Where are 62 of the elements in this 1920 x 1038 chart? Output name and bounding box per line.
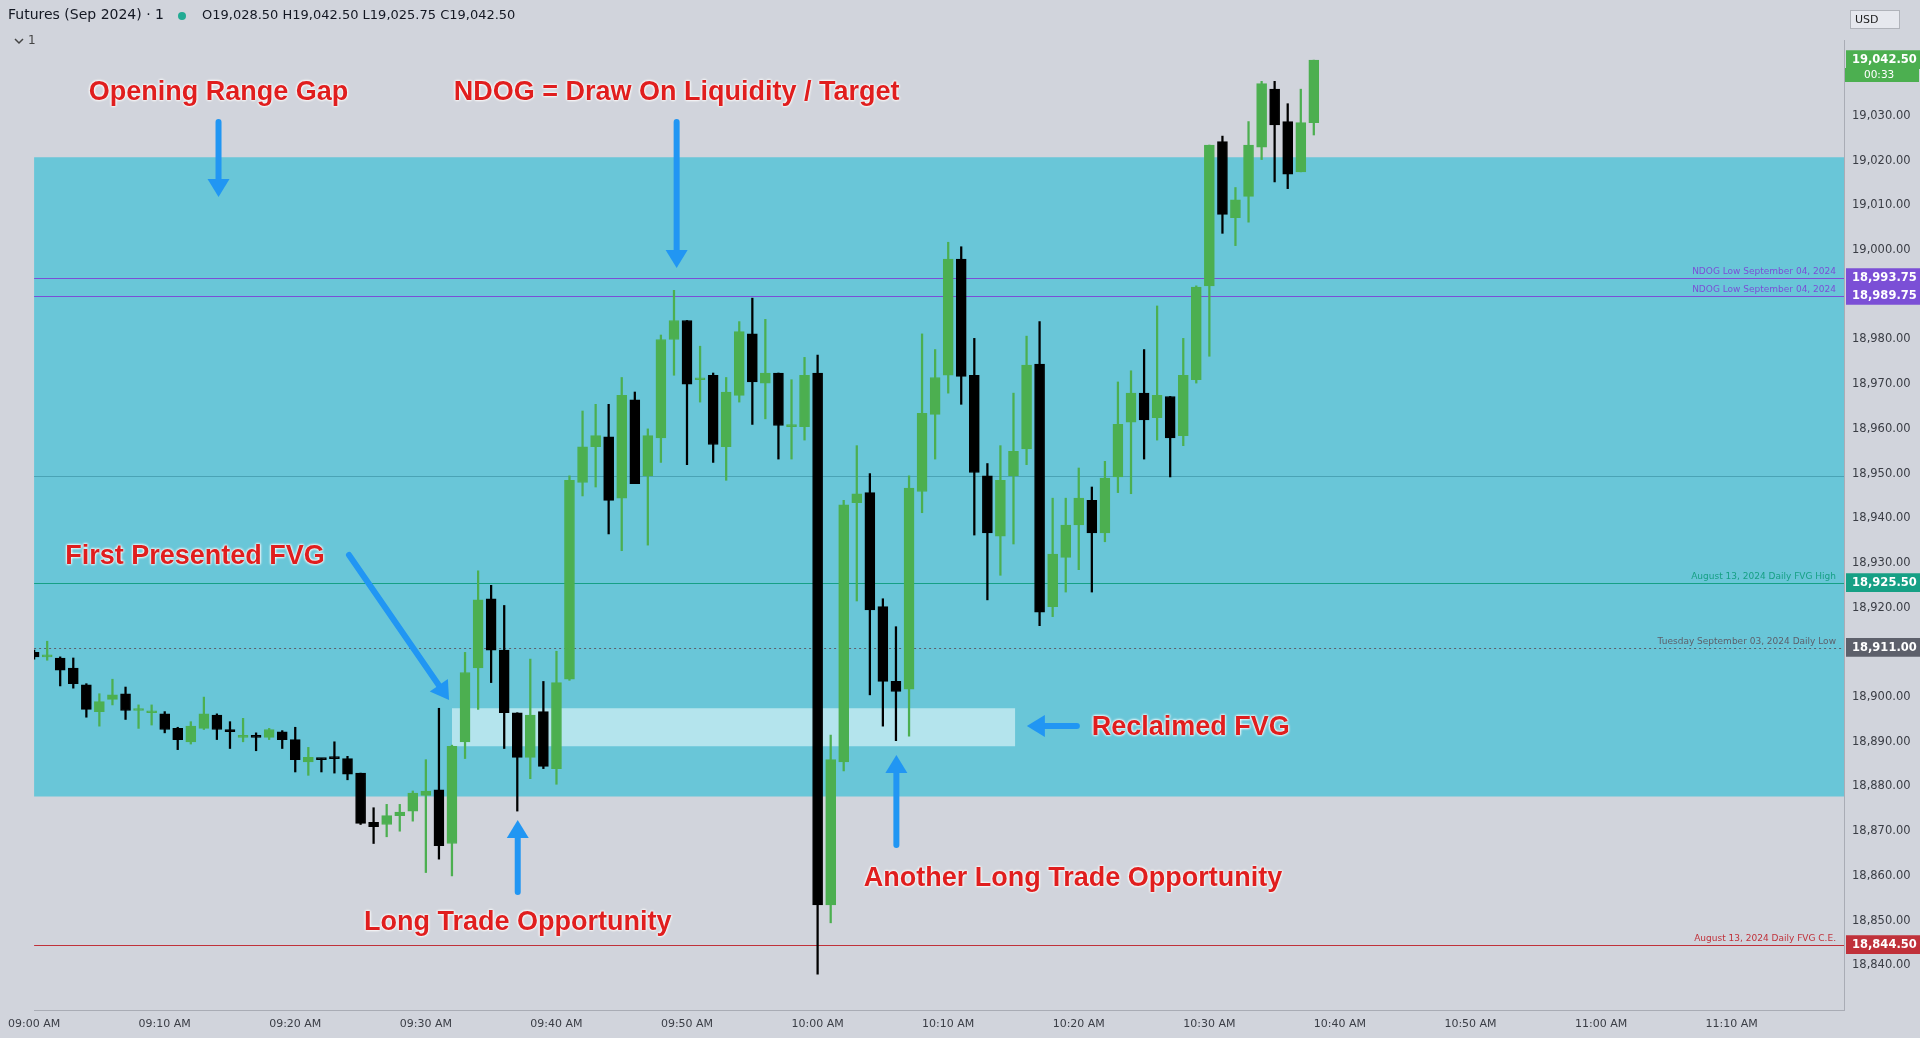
ref-line-label: NDOG Low September 04, 2024 xyxy=(1692,284,1837,295)
annotation: 1 xyxy=(28,33,36,47)
candlestick xyxy=(1230,187,1241,246)
y-tick-label: 18,920.00 xyxy=(1852,599,1911,614)
annotation: Long Trade Opportunity xyxy=(363,905,672,937)
x-tick-label: 09:10 AM xyxy=(138,1017,191,1031)
x-tick-label: 10:20 AM xyxy=(1052,1017,1105,1031)
x-tick-label: 10:30 AM xyxy=(1183,1017,1236,1031)
ref-line-label: August 13, 2024 Daily FVG C.E. xyxy=(1694,933,1836,944)
y-tick-label: 18,980.00 xyxy=(1852,331,1911,346)
y-tick-label: 18,940.00 xyxy=(1852,510,1911,525)
x-tick-label: 09:50 AM xyxy=(660,1017,714,1031)
y-tick-label: 19,000.00 xyxy=(1852,242,1911,257)
y-tick-label: 18,993.75 xyxy=(1852,270,1917,285)
x-tick-label: 11:00 AM xyxy=(1575,1017,1628,1031)
y-tick-label: 18,989.75 xyxy=(1852,287,1917,302)
x-tick-label: 09:00 AM xyxy=(8,1017,61,1031)
x-tick-label: 10:50 AM xyxy=(1444,1017,1497,1031)
y-tick-label: 19,010.00 xyxy=(1852,197,1911,212)
y-tick-label: 18,860.00 xyxy=(1852,867,1911,882)
annotation: NDOG = Draw On Liquidity / Target xyxy=(453,75,900,107)
candlestick xyxy=(368,807,379,844)
y-tick-label: 18,840.00 xyxy=(1852,957,1911,972)
text: 00:33 xyxy=(1864,68,1895,81)
y-tick-label: 18,970.00 xyxy=(1852,376,1911,391)
x-tick-label: 09:30 AM xyxy=(399,1017,452,1031)
annotation: Opening Range Gap xyxy=(88,75,349,107)
y-tick-label: 18,880.00 xyxy=(1852,778,1911,793)
annotation: Another Long Trade Opportunity xyxy=(863,861,1283,893)
y-tick-label: 18,960.00 xyxy=(1852,420,1911,435)
y-tick-label: 18,950.00 xyxy=(1852,465,1911,480)
candlestick xyxy=(1008,392,1019,545)
candlestick xyxy=(316,757,327,773)
chart-title: Futures (Sep 2024) · 1 xyxy=(8,6,164,22)
x-tick-label: 10:10 AM xyxy=(922,1017,975,1031)
annotation: First Presented FVG xyxy=(65,539,325,571)
y-tick-label: 18,870.00 xyxy=(1852,823,1911,838)
y-tick-label: 18,844.50 xyxy=(1852,937,1917,952)
y-tick-label: 18,930.00 xyxy=(1852,554,1911,569)
x-tick-label: 09:40 AM xyxy=(530,1017,583,1031)
y-tick-label: 18,890.00 xyxy=(1852,733,1911,748)
ref-line-label: NDOG Low September 04, 2024 xyxy=(1692,266,1837,277)
y-tick-label: 18,850.00 xyxy=(1852,912,1911,927)
y-tick-label: 18,900.00 xyxy=(1852,689,1911,704)
candlestick xyxy=(329,741,340,774)
y-tick-label: 19,020.00 xyxy=(1852,152,1911,167)
chart-subtitle: O19,028.50 H19,042.50 L19,025.75 C19,042.50 xyxy=(202,7,516,22)
annotation: Reclaimed FVG xyxy=(1091,710,1290,742)
y-tick-label: 18,911.00 xyxy=(1852,639,1917,654)
candlestick xyxy=(786,379,797,460)
x-tick-label: 10:40 AM xyxy=(1313,1017,1367,1031)
y-tick-label: 19,030.00 xyxy=(1852,107,1911,122)
candlestick xyxy=(133,704,144,729)
y-tick-label: 19,042.50 xyxy=(1852,52,1917,67)
ref-line-label: Tuesday September 03, 2024 Daily Low xyxy=(1656,636,1836,647)
text: USD xyxy=(1850,10,1900,29)
ref-line-label: August 13, 2024 Daily FVG High xyxy=(1691,571,1836,582)
y-tick-label: 18,925.50 xyxy=(1852,575,1917,590)
x-tick-label: 09:20 AM xyxy=(269,1017,322,1031)
x-tick-label: 10:00 AM xyxy=(791,1017,844,1031)
candlestick xyxy=(107,678,118,706)
x-tick-label: 11:10 AM xyxy=(1705,1017,1758,1031)
